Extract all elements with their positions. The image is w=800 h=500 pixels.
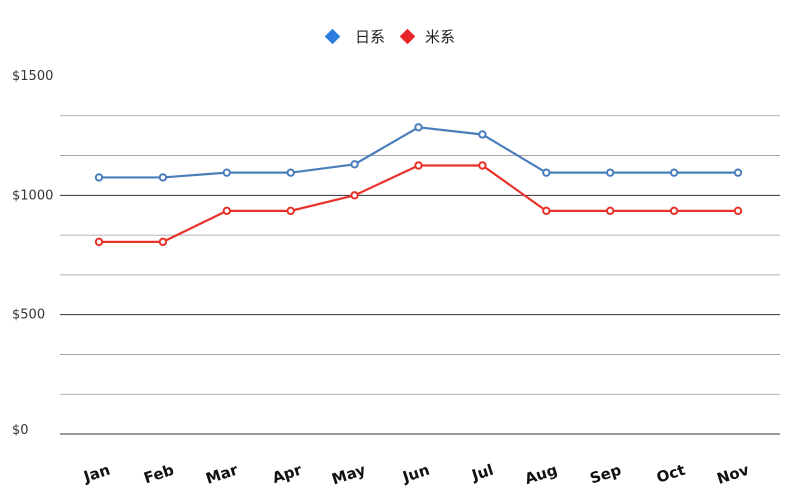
data-point[interactable] xyxy=(606,206,615,216)
gridlines xyxy=(60,115,780,435)
y-tick-label: $500 xyxy=(12,308,45,323)
x-tick-label: Jul xyxy=(469,461,496,485)
data-point[interactable] xyxy=(478,130,487,139)
y-axis-ticks: $0 $500 $1000 $1500 xyxy=(12,69,53,438)
data-point[interactable] xyxy=(158,237,168,247)
series-lines xyxy=(94,123,743,247)
data-point[interactable] xyxy=(286,206,295,216)
x-tick-label: Sep xyxy=(588,461,624,488)
data-point[interactable] xyxy=(733,206,743,216)
data-point[interactable] xyxy=(542,206,551,216)
data-point[interactable] xyxy=(94,173,104,182)
x-tick-label: May xyxy=(330,461,368,489)
x-axis-ticks: Jan Feb Mar Apr May Jun Jul Aug Sep Oct Nov xyxy=(81,461,752,489)
x-tick-label: Apr xyxy=(270,461,304,487)
data-point[interactable] xyxy=(158,173,168,182)
data-point[interactable] xyxy=(733,168,743,177)
data-point[interactable] xyxy=(414,161,423,170)
data-point[interactable] xyxy=(222,206,232,216)
x-tick-label: Oct xyxy=(654,461,687,487)
x-tick-label: Aug xyxy=(523,461,560,488)
data-point[interactable] xyxy=(350,191,359,200)
data-point[interactable] xyxy=(669,168,679,177)
y-tick-label: $0 xyxy=(12,423,29,438)
data-point[interactable] xyxy=(478,161,487,170)
data-point[interactable] xyxy=(350,160,359,169)
data-point[interactable] xyxy=(669,206,679,216)
legend-label: 日系 xyxy=(355,28,385,46)
legend-item-series-1[interactable]: 日系 xyxy=(324,28,385,46)
series-line xyxy=(99,126,738,179)
x-tick-label: Jan xyxy=(81,461,113,487)
data-point[interactable] xyxy=(94,237,104,247)
data-point[interactable] xyxy=(414,123,423,132)
x-tick-label: Jun xyxy=(400,461,432,487)
x-tick-label: Feb xyxy=(142,461,177,488)
series-line xyxy=(99,164,738,243)
legend-label: 米系 xyxy=(425,28,455,46)
y-tick-label: $1500 xyxy=(12,69,53,84)
x-tick-label: Mar xyxy=(204,461,241,488)
data-point[interactable] xyxy=(286,168,295,177)
y-tick-label: $1000 xyxy=(12,188,53,203)
legend-marker-icon xyxy=(399,28,416,45)
series-1 xyxy=(94,123,743,182)
data-point[interactable] xyxy=(606,168,615,177)
series-2 xyxy=(94,161,743,247)
x-tick-label: Nov xyxy=(715,461,752,488)
legend-marker-icon xyxy=(324,28,341,45)
data-point[interactable] xyxy=(222,168,232,177)
data-point[interactable] xyxy=(542,168,551,177)
legend-item-series-2[interactable]: 米系 xyxy=(399,28,455,46)
legend: 日系 米系 xyxy=(324,28,455,46)
